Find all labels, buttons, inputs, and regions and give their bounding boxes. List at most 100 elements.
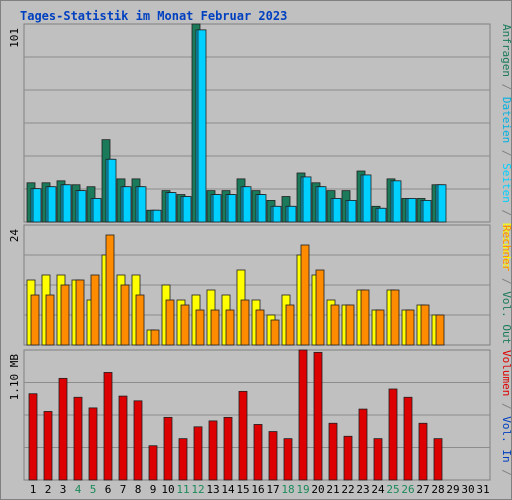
day-label-12: 12 — [191, 483, 204, 496]
bar-volumen-18 — [283, 438, 293, 481]
legend-item: / — [500, 143, 512, 163]
bar-volumen-25 — [388, 388, 398, 481]
bar-seiten-12 — [197, 29, 207, 223]
bar-seiten-11 — [182, 196, 192, 223]
bar-rechner-17 — [270, 319, 280, 346]
bar-volumen-6 — [103, 372, 113, 481]
legend-item: Anfragen — [500, 24, 512, 77]
bar-seiten-23 — [362, 174, 372, 223]
bar-rechner-3 — [60, 284, 70, 346]
day-label-22: 22 — [341, 483, 354, 496]
legend-middle: Rechner / Vol. Out — [500, 225, 512, 344]
day-label-11: 11 — [176, 483, 189, 496]
day-label-14: 14 — [221, 483, 235, 496]
bar-seiten-21 — [332, 198, 342, 223]
bar-rechner-20 — [315, 269, 325, 346]
bar-rechner-9 — [150, 329, 160, 346]
day-label-7: 7 — [120, 483, 127, 496]
bar-volumen-26 — [403, 396, 413, 481]
day-label-2: 2 — [45, 483, 52, 496]
bar-rechner-7 — [120, 284, 130, 346]
bar-seiten-9 — [152, 209, 162, 223]
day-label-31: 31 — [476, 483, 489, 496]
panel-top: 101 — [8, 23, 491, 223]
legend-item: / — [500, 271, 512, 291]
bar-seiten-7 — [122, 186, 132, 223]
legend-item: / — [500, 463, 512, 476]
day-label-28: 28 — [431, 483, 444, 496]
day-label-13: 13 — [206, 483, 219, 496]
bar-volumen-7 — [118, 395, 128, 481]
bar-seiten-15 — [242, 186, 252, 223]
bar-volumen-27 — [418, 422, 428, 481]
panel-middle: 24 — [8, 224, 491, 346]
bar-rechner-28 — [435, 314, 445, 346]
legend-item: Dateien — [500, 97, 512, 143]
bar-volumen-9 — [148, 445, 158, 481]
bar-seiten-1 — [32, 188, 42, 223]
bar-rechner-12 — [195, 309, 205, 346]
bar-rechner-1 — [30, 294, 40, 346]
ymax-label: 24 — [8, 229, 21, 243]
bar-rechner-8 — [135, 294, 145, 346]
bar-rechner-22 — [345, 304, 355, 346]
day-label-20: 20 — [311, 483, 324, 496]
legend-item: / — [500, 396, 512, 416]
day-label-1: 1 — [30, 483, 37, 496]
bar-seiten-8 — [137, 186, 147, 223]
bar-rechner-14 — [225, 309, 235, 346]
bar-seiten-19 — [302, 176, 312, 223]
legend-item: / — [500, 203, 512, 223]
day-label-5: 5 — [90, 483, 97, 496]
day-label-3: 3 — [60, 483, 67, 496]
bar-rechner-15 — [240, 299, 250, 346]
day-label-19: 19 — [296, 483, 309, 496]
bar-rechner-16 — [255, 309, 265, 346]
day-label-29: 29 — [446, 483, 459, 496]
bar-seiten-2 — [47, 186, 57, 223]
legend-item: Vol. Out — [500, 291, 512, 344]
bar-rechner-18 — [285, 304, 295, 346]
day-label-21: 21 — [326, 483, 339, 496]
bar-rechner-19 — [300, 244, 310, 346]
day-label-16: 16 — [251, 483, 264, 496]
bar-rechner-10 — [165, 299, 175, 346]
bar-volumen-28 — [433, 438, 443, 481]
bar-seiten-22 — [347, 200, 357, 223]
bar-seiten-16 — [257, 194, 267, 223]
day-label-24: 24 — [371, 483, 385, 496]
panel-bottom: 1.10 MB — [8, 349, 491, 481]
bar-volumen-4 — [73, 396, 83, 481]
bar-volumen-23 — [358, 408, 368, 481]
bar-seiten-13 — [212, 194, 222, 223]
legend-item: Rechner — [500, 225, 512, 272]
bar-volumen-11 — [178, 438, 188, 481]
bar-rechner-4 — [75, 279, 85, 346]
bar-volumen-12 — [193, 426, 203, 481]
bar-seiten-25 — [392, 180, 402, 223]
bar-volumen-19 — [298, 349, 308, 481]
bar-volumen-2 — [43, 411, 53, 481]
day-label-30: 30 — [461, 483, 474, 496]
bar-volumen-20 — [313, 351, 323, 481]
bar-seiten-18 — [287, 205, 297, 223]
day-label-23: 23 — [356, 483, 369, 496]
bar-seiten-27 — [422, 200, 432, 223]
bar-rechner-2 — [45, 294, 55, 346]
bar-rechner-27 — [420, 304, 430, 346]
bar-rechner-13 — [210, 309, 220, 346]
bar-seiten-24 — [377, 207, 387, 223]
bar-seiten-4 — [77, 190, 87, 223]
legend-item: Vol. In — [500, 416, 512, 462]
x-axis-labels: 1 2 3 4 5 6 7 8 9 10 11 12 13 14 15 16 17 18 19 20 21 22 23 24 2… — [30, 483, 490, 496]
bar-seiten-26 — [407, 198, 417, 223]
bar-volumen-17 — [268, 431, 278, 481]
bar-volumen-13 — [208, 420, 218, 481]
bar-rechner-11 — [180, 304, 190, 346]
bar-volumen-22 — [343, 435, 353, 481]
legend-item: Seiten — [500, 163, 512, 203]
bar-volumen-10 — [163, 416, 173, 481]
day-label-18: 18 — [281, 483, 294, 496]
bar-volumen-8 — [133, 400, 143, 481]
